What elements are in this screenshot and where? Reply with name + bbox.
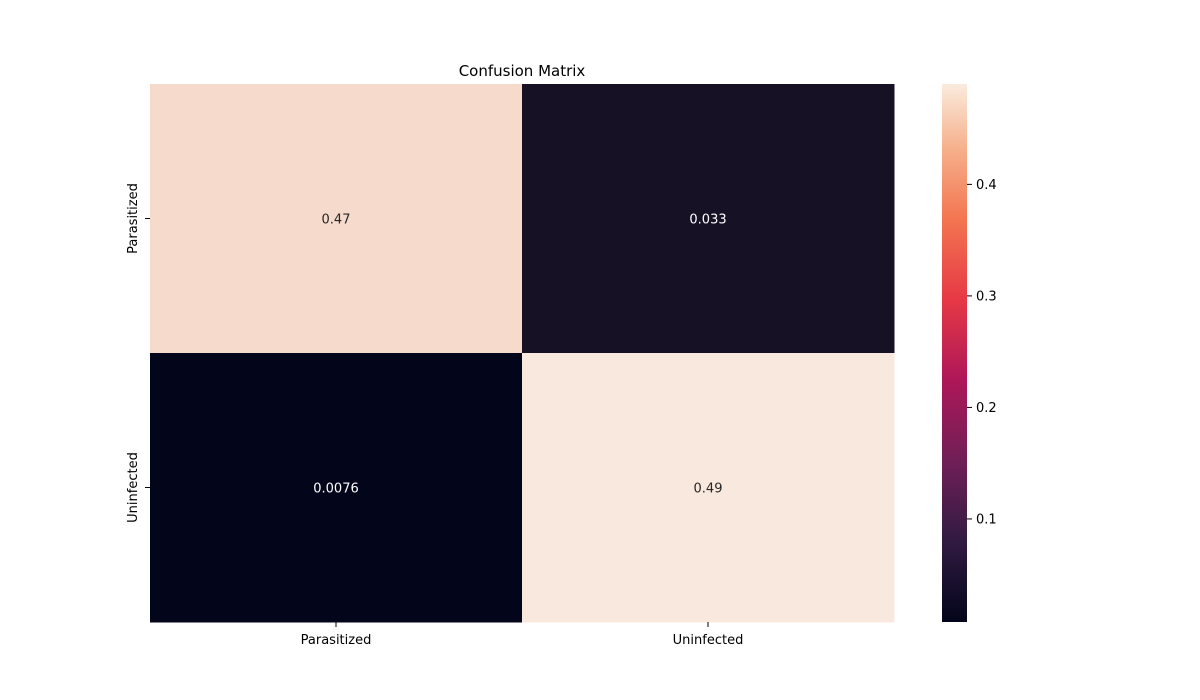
colorbar-tick-label: 0.3 — [976, 289, 997, 304]
x-axis: Parasitized Uninfected — [301, 622, 744, 648]
colorbar-tick-label: 0.1 — [976, 512, 997, 527]
colorbar-tick-label: 0.2 — [976, 401, 997, 416]
colorbar-ticks: 0.1 0.2 0.3 0.4 — [967, 178, 997, 527]
cell-value-label: 0.0076 — [313, 482, 359, 497]
x-tick-label: Uninfected — [673, 633, 744, 648]
heatmap-cell-0-0 — [150, 84, 523, 354]
cell-annotations: 0.47 0.033 0.0076 0.49 — [313, 213, 726, 497]
cell-value-label: 0.49 — [694, 482, 723, 497]
colorbar-gradient — [942, 84, 967, 622]
cell-value-label: 0.47 — [322, 213, 351, 228]
y-axis: Parasitized Uninfected — [126, 183, 150, 523]
y-tick-label: Uninfected — [126, 452, 141, 523]
x-tick-label: Parasitized — [301, 633, 372, 648]
colorbar: 0.1 0.2 0.3 0.4 — [942, 84, 997, 622]
y-tick-label: Parasitized — [126, 183, 141, 254]
heatmap-cell-1-0 — [150, 353, 523, 623]
heatmap-cell-1-1 — [522, 353, 895, 623]
colorbar-tick-label: 0.4 — [976, 178, 997, 193]
heatmap-cells — [150, 84, 895, 623]
cell-value-label: 0.033 — [689, 213, 726, 228]
chart-title: Confusion Matrix — [459, 62, 586, 80]
heatmap-cell-0-1 — [522, 84, 895, 354]
